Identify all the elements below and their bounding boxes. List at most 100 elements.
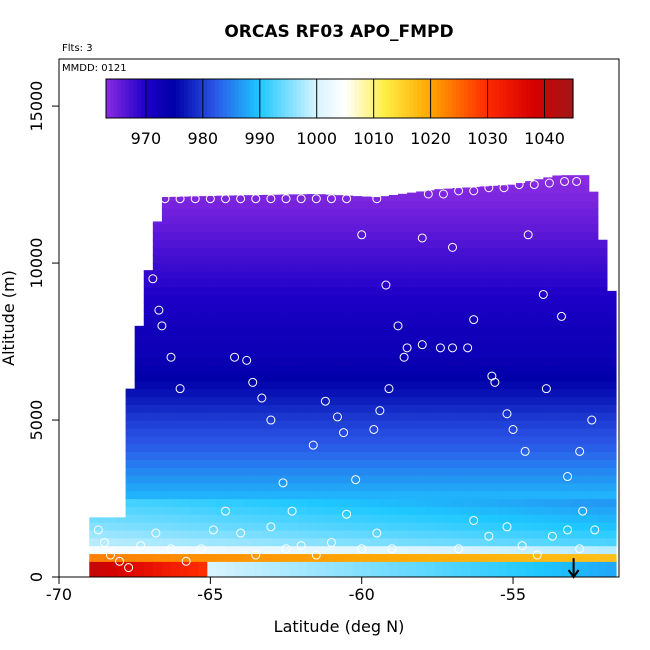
heatmap-cell [507, 396, 517, 405]
heatmap-cell [261, 349, 272, 358]
sample-point [166, 352, 176, 362]
heatmap-cell [352, 333, 363, 343]
heatmap-cell [289, 412, 299, 421]
heatmap-cell [388, 482, 399, 492]
heatmap-cell [579, 341, 590, 350]
heatmap-cell [534, 490, 544, 500]
heatmap-cell [379, 569, 390, 577]
heatmap-cell [279, 545, 290, 555]
heatmap-cell [606, 294, 617, 303]
heatmap-cell [152, 231, 163, 241]
heatmap-cell [497, 467, 508, 476]
colorbar-swatch [277, 79, 282, 118]
heatmap-cell [171, 404, 181, 413]
heatmap-cell [425, 412, 435, 421]
heatmap-cell [134, 325, 145, 335]
heatmap-cell [316, 263, 326, 272]
heatmap-cell [579, 506, 590, 515]
heatmap-cell [289, 396, 299, 405]
heatmap-cell [425, 192, 435, 201]
heatmap-cell [470, 278, 481, 288]
sample-point [448, 242, 458, 252]
heatmap-cell [316, 208, 326, 217]
heatmap-cell [125, 545, 136, 555]
heatmap-cell [398, 427, 408, 437]
heatmap-cell [180, 318, 190, 327]
heatmap-cell [261, 357, 272, 366]
heatmap-cell [461, 569, 472, 577]
heatmap-cell [606, 482, 617, 492]
heatmap-cell [579, 333, 590, 343]
heatmap-cell [180, 435, 190, 445]
heatmap-cell [434, 498, 445, 507]
heatmap-cell [289, 569, 299, 577]
heatmap-cell [316, 404, 326, 413]
heatmap-cell [298, 341, 308, 350]
heatmap-cell [516, 200, 526, 209]
heatmap-cell [407, 255, 417, 264]
heatmap-cell [579, 325, 590, 335]
heatmap-cell [488, 474, 499, 484]
heatmap-cell [307, 310, 317, 319]
heatmap-cell [516, 294, 526, 303]
heatmap-cell [270, 522, 281, 531]
heatmap-cell [425, 498, 435, 507]
heatmap-cell [479, 325, 490, 335]
sample-point [499, 183, 509, 193]
heatmap-cell [216, 522, 227, 531]
heatmap-cell [407, 529, 417, 539]
heatmap-cell [561, 278, 572, 288]
heatmap-cell [606, 490, 617, 500]
heatmap-cell [370, 255, 381, 264]
heatmap-cell [334, 498, 345, 507]
heatmap-cell [507, 341, 517, 350]
heatmap-cell [343, 498, 354, 507]
heatmap-cell [152, 569, 163, 577]
heatmap-cell [407, 231, 417, 241]
heatmap-cell [207, 270, 217, 280]
heatmap-cell [307, 404, 317, 413]
heatmap-cell [189, 553, 199, 562]
heatmap-cell [289, 194, 299, 201]
heatmap-cell [180, 286, 190, 296]
heatmap-cell [243, 459, 254, 468]
heatmap-cell [370, 482, 381, 492]
heatmap-cell [171, 286, 181, 296]
heatmap-cell [606, 569, 617, 577]
heatmap-cell [425, 372, 435, 382]
heatmap-cell [507, 286, 517, 296]
heatmap-cell [507, 278, 517, 288]
heatmap-cell [270, 569, 281, 577]
heatmap-cell [543, 482, 553, 492]
heatmap-cell [225, 247, 236, 256]
heatmap-cell [470, 341, 481, 350]
heatmap-cell [152, 498, 163, 507]
heatmap-cell [416, 482, 426, 492]
heatmap-cell [606, 537, 617, 547]
heatmap-cell [497, 427, 508, 437]
heatmap-cell [343, 208, 354, 217]
heatmap-cell [152, 380, 163, 390]
heatmap-cell [425, 451, 435, 460]
heatmap-cell [525, 459, 535, 468]
sample-markers [93, 176, 600, 573]
heatmap-cell [125, 553, 136, 562]
heatmap-cell [243, 215, 254, 225]
heatmap-cell [597, 553, 608, 562]
heatmap-cell [525, 365, 535, 374]
heatmap-cell [161, 553, 172, 562]
colorbar-swatch [296, 79, 302, 118]
heatmap-cell [379, 506, 390, 515]
heatmap-cell [307, 506, 317, 515]
heatmap-cell [343, 357, 354, 366]
heatmap-cell [289, 451, 299, 460]
heatmap-cell [289, 372, 299, 382]
heatmap-cell [579, 372, 590, 382]
heatmap-cell [252, 239, 263, 248]
heatmap-cell [125, 443, 136, 453]
heatmap-cell [125, 529, 136, 539]
heatmap-cell [379, 333, 390, 343]
heatmap-cell [334, 255, 345, 264]
heatmap-cell [543, 357, 553, 366]
